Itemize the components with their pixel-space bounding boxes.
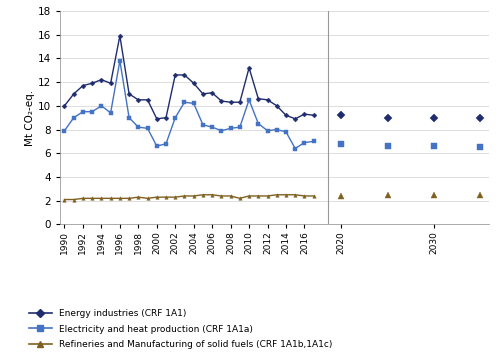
Y-axis label: Mt CO₂-eq.: Mt CO₂-eq. [25, 89, 35, 146]
Legend: Energy industries (CRF 1A1), Electricity and heat production (CRF 1A1a), Refiner: Energy industries (CRF 1A1), Electricity… [25, 306, 336, 353]
